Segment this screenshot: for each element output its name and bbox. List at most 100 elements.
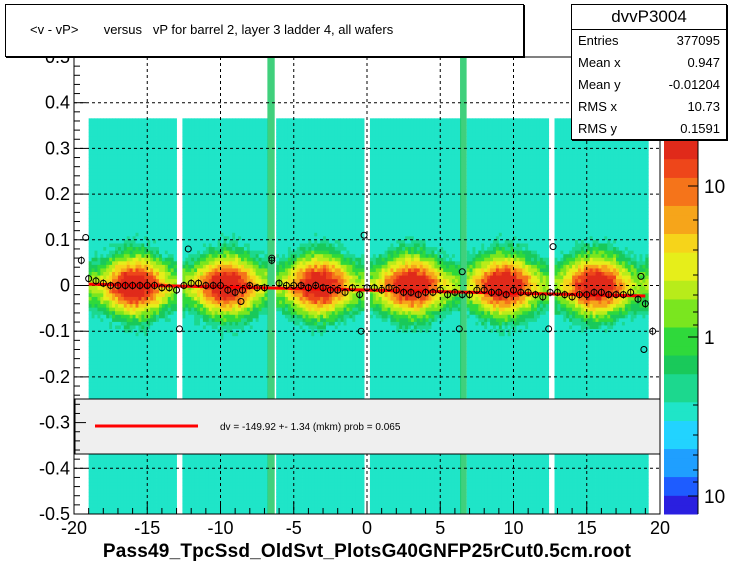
- heatmap-cell: [191, 136, 194, 140]
- heatmap-cell: [89, 386, 92, 390]
- heatmap-cell: [174, 122, 177, 126]
- heatmap-cell: [212, 243, 215, 247]
- heatmap-cell: [118, 257, 121, 261]
- heatmap-cell: [191, 232, 194, 236]
- heatmap-cell: [130, 339, 133, 343]
- heatmap-cell: [206, 471, 209, 475]
- heatmap-cell: [118, 182, 121, 186]
- heatmap-cell: [130, 329, 133, 333]
- heatmap-cell: [171, 272, 174, 276]
- heatmap-cell: [200, 386, 203, 390]
- heatmap-cell: [215, 318, 218, 322]
- heatmap-cell: [121, 318, 124, 322]
- heatmap-cell: [130, 150, 133, 154]
- heatmap-cell: [150, 293, 153, 297]
- heatmap-cell: [97, 154, 100, 158]
- heatmap-cell: [112, 222, 115, 226]
- heatmap-cell: [112, 122, 115, 126]
- heatmap-cell: [97, 482, 100, 486]
- heatmap-cell: [97, 507, 100, 511]
- heatmap-cell: [168, 503, 171, 507]
- heatmap-cell: [188, 179, 191, 183]
- heatmap-cell: [223, 133, 226, 137]
- heatmap-cell: [165, 129, 168, 133]
- heatmap-cell: [97, 289, 100, 293]
- heatmap-cell: [130, 322, 133, 326]
- heatmap-cell: [212, 215, 215, 219]
- heatmap-cell: [136, 500, 139, 504]
- heatmap-cell: [188, 125, 191, 129]
- heatmap-cell: [121, 118, 124, 122]
- heatmap-cell: [171, 118, 174, 122]
- heatmap-cell: [133, 179, 136, 183]
- heatmap-cell: [106, 318, 109, 322]
- heatmap-cell: [92, 118, 95, 122]
- heatmap-cell: [124, 343, 127, 347]
- heatmap-cell: [200, 261, 203, 265]
- heatmap-cell: [95, 193, 98, 197]
- heatmap-cell: [138, 211, 141, 215]
- heatmap-cell: [185, 268, 188, 272]
- heatmap-cell: [133, 393, 136, 397]
- heatmap-cell: [109, 471, 112, 475]
- heatmap-cell: [174, 133, 177, 137]
- heatmap-cell: [223, 371, 226, 375]
- heatmap-cell: [124, 172, 127, 176]
- heatmap-cell: [133, 357, 136, 361]
- heatmap-cell: [153, 172, 156, 176]
- heatmap-cell: [206, 322, 209, 326]
- heatmap-cell: [156, 229, 159, 233]
- heatmap-cell: [174, 154, 177, 158]
- heatmap-cell: [103, 136, 106, 140]
- heatmap-cell: [165, 311, 168, 315]
- heatmap-cell: [212, 275, 215, 279]
- heatmap-cell: [188, 211, 191, 215]
- heatmap-cell: [103, 158, 106, 162]
- heatmap-cell: [92, 464, 95, 468]
- heatmap-cell: [159, 225, 162, 229]
- heatmap-cell: [92, 143, 95, 147]
- heatmap-cell: [215, 322, 218, 326]
- heatmap-cell: [191, 264, 194, 268]
- heatmap-cell: [197, 393, 200, 397]
- heatmap-cell: [215, 364, 218, 368]
- heatmap-cell: [97, 218, 100, 222]
- heatmap-cell: [191, 257, 194, 261]
- heatmap-cell: [141, 161, 144, 165]
- heatmap-cell: [212, 354, 215, 358]
- heatmap-cell: [200, 393, 203, 397]
- heatmap-cell: [150, 272, 153, 276]
- heatmap-cell: [118, 322, 121, 326]
- heatmap-cell: [174, 207, 177, 211]
- heatmap-cell: [130, 275, 133, 279]
- heatmap-cell: [153, 311, 156, 315]
- heatmap-cell: [223, 168, 226, 172]
- heatmap-cell: [188, 204, 191, 208]
- heatmap-cell: [159, 475, 162, 479]
- heatmap-cell: [121, 218, 124, 222]
- heatmap-cell: [153, 371, 156, 375]
- heatmap-cell: [156, 482, 159, 486]
- heatmap-cell: [182, 457, 185, 461]
- heatmap-cell: [141, 307, 144, 311]
- heatmap-cell: [200, 275, 203, 279]
- heatmap-cell: [223, 471, 226, 475]
- heatmap-cell: [106, 207, 109, 211]
- heatmap-cell: [200, 350, 203, 354]
- heatmap-cell: [121, 389, 124, 393]
- heatmap-cell: [168, 343, 171, 347]
- heatmap-cell: [171, 190, 174, 194]
- heatmap-cell: [118, 218, 121, 222]
- heatmap-cell: [197, 457, 200, 461]
- heatmap-cell: [138, 393, 141, 397]
- heatmap-cell: [215, 215, 218, 219]
- heatmap-cell: [150, 175, 153, 179]
- heatmap-cell: [153, 354, 156, 358]
- heatmap-cell: [124, 250, 127, 254]
- heatmap-cell: [194, 503, 197, 507]
- heatmap-cell: [212, 272, 215, 276]
- heatmap-cell: [197, 129, 200, 133]
- heatmap-cell: [130, 307, 133, 311]
- heatmap-cell: [185, 272, 188, 276]
- heatmap-cell: [106, 179, 109, 183]
